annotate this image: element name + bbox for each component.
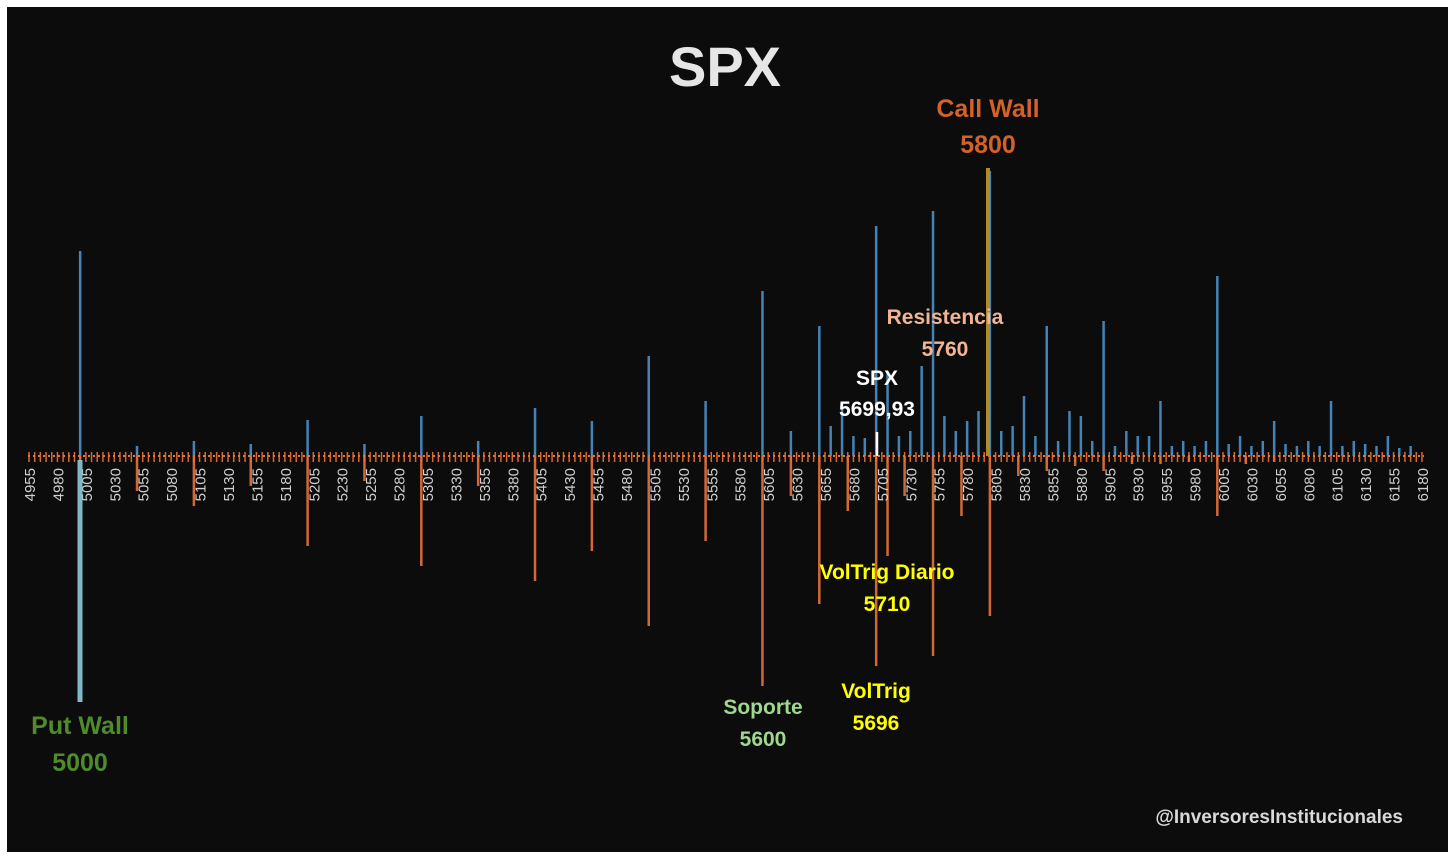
x-tick-label: 5480 [619,468,636,501]
x-tick-label: 5005 [79,468,96,501]
put-wall-annotation: Put Wall 5000 [31,712,129,777]
x-tick-label: 5605 [761,468,778,501]
x-tick-label: 5505 [647,468,664,501]
watermark: @InversoresInstitucionales [1155,807,1403,828]
x-tick-label: 5730 [903,468,920,501]
chart-background [7,7,1448,852]
x-tick-label: 5255 [363,468,380,501]
x-tick-label: 5705 [875,468,892,501]
svg-text:5699,93: 5699,93 [839,398,915,421]
x-tick-label: 5080 [164,468,181,501]
x-tick-label: 5155 [249,468,266,501]
x-tick-label: 5230 [335,468,352,501]
voltrig-diario-annotation: VolTrig Diario 5710 [820,561,955,616]
x-tick-label: 5830 [1017,468,1034,501]
x-tick-label: 5780 [960,468,977,501]
x-tick-label: 5530 [676,468,693,501]
x-tick-label: 6055 [1273,468,1290,501]
x-tick-label: 5955 [1159,468,1176,501]
svg-text:Call Wall: Call Wall [936,95,1039,123]
x-tick-label: 5880 [1074,468,1091,501]
svg-text:VolTrig: VolTrig [841,680,911,703]
svg-text:VolTrig Diario: VolTrig Diario [820,561,955,584]
x-tick-labels: 4955 4980 5005 5030 5055 5080 5105 5130 5155 5180… [22,468,1432,501]
svg-text:5600: 5600 [740,728,787,751]
x-tick-label: 5655 [818,468,835,501]
x-tick-label: 5930 [1131,468,1148,501]
x-tick-label: 6005 [1216,468,1233,501]
x-tick-label: 5180 [278,468,295,501]
x-tick-label: 5330 [448,468,465,501]
x-tick-label: 6180 [1415,468,1432,501]
x-tick-label: 5980 [1188,468,1205,501]
svg-text:SPX: SPX [856,367,898,390]
svg-text:5000: 5000 [52,749,108,777]
x-tick-label: 4955 [22,468,39,501]
x-tick-label: 5680 [846,468,863,501]
x-tick-label: 5205 [306,468,323,501]
chart-title: SPX [669,35,781,98]
voltrig-annotation: VolTrig 5696 [841,680,911,735]
x-tick-label: 5905 [1102,468,1119,501]
svg-text:5696: 5696 [853,712,900,735]
x-tick-label: 5105 [193,468,210,501]
x-tick-label: 5755 [932,468,949,501]
call-wall-annotation: Call Wall 5800 [936,95,1039,159]
x-tick-label: 5630 [790,468,807,501]
svg-text:5760: 5760 [922,338,969,361]
svg-text:5800: 5800 [960,131,1016,159]
x-tick-label: 6080 [1301,468,1318,501]
x-tick-label: 5805 [989,468,1006,501]
x-tick-label: 5380 [505,468,522,501]
x-tick-label: 6105 [1330,468,1347,501]
x-tick-label: 5855 [1045,468,1062,501]
x-tick-label: 5430 [562,468,579,501]
x-tick-label: 5405 [534,468,551,501]
x-tick-label: 5580 [733,468,750,501]
svg-text:Resistencia: Resistencia [887,306,1004,329]
svg-text:Put Wall: Put Wall [31,712,129,740]
x-tick-label: 5305 [420,468,437,501]
x-tick-label: 6130 [1358,468,1375,501]
x-tick-label: 5455 [591,468,608,501]
x-tick-label: 5355 [477,468,494,501]
resistencia-annotation: Resistencia 5760 [887,306,1004,361]
x-tick-label: 4980 [50,468,67,501]
bars [78,171,1412,701]
svg-text:5710: 5710 [864,593,911,616]
x-tick-label: 5055 [136,468,153,501]
soporte-annotation: Soporte 5600 [723,696,802,751]
x-tick-label: 5555 [704,468,721,501]
x-tick-label: 5130 [221,468,238,501]
x-tick-label: 6030 [1244,468,1261,501]
x-tick-label: 6155 [1387,468,1404,501]
svg-text:Soporte: Soporte [723,696,802,719]
spx-price-annotation: SPX 5699,93 [839,367,915,421]
x-tick-label: 5030 [107,468,124,501]
x-tick-label: 5280 [392,468,409,501]
